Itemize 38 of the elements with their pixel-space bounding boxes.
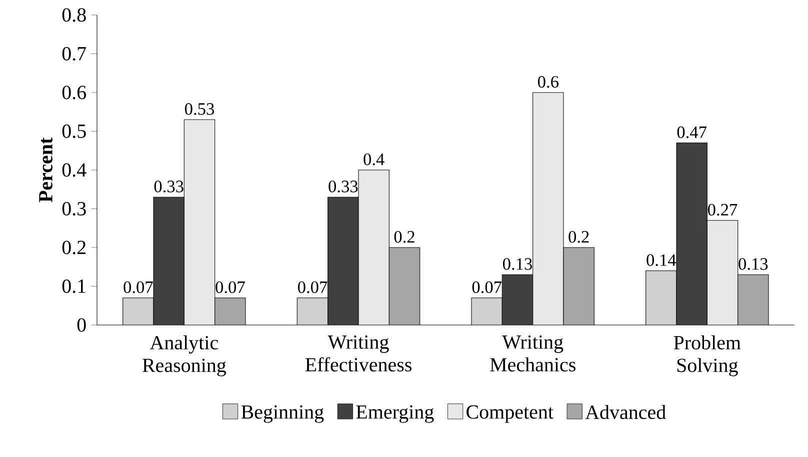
bar [532,92,564,325]
legend-label: Beginning [241,405,324,423]
data-label: 0.07 [216,281,245,294]
data-label: 0.27 [708,204,738,216]
y-tick-label: 0.5 [62,124,86,138]
x-tick-label: Writing Mechanics [490,335,576,372]
data-label: 0.2 [568,231,589,243]
data-label: 0.2 [394,231,414,243]
y-axis-title: Percent [39,138,52,202]
data-label: 0.33 [328,180,358,192]
y-tick-label: 0.4 [62,163,86,177]
legend-label: Competent [466,405,554,423]
data-label: 0.47 [677,126,706,138]
y-tick-label: 0.7 [62,46,86,61]
x-tick-label: Analytic Reasoning [142,335,226,376]
x-tick-label: Problem Solving [674,335,741,376]
data-label: 0.07 [472,281,502,294]
data-label: 0.4 [364,154,384,166]
data-label: 0.07 [298,281,328,294]
data-label: 0.13 [503,258,532,270]
data-label: 0.33 [154,180,184,192]
y-tick-label: 0.8 [62,8,86,22]
data-label: 0.14 [646,254,676,266]
y-tick-label: 0.2 [62,240,86,254]
data-label: 0.13 [738,258,768,270]
y-tick-label: 0.3 [62,202,86,216]
x-tick-label: Writing Effectiveness [305,335,412,372]
y-tick-label: 0.1 [62,279,86,294]
y-tick-label: 0 [77,318,86,332]
bar [706,220,738,325]
bar [358,170,390,325]
data-label: 0.53 [185,103,214,115]
y-tick-label: 0.6 [62,86,86,100]
data-label: 0.6 [538,76,558,88]
legend-label: Emerging [356,405,434,423]
data-label: 0.07 [124,281,153,294]
bar [184,120,215,325]
legend-label: Advanced [585,405,666,420]
